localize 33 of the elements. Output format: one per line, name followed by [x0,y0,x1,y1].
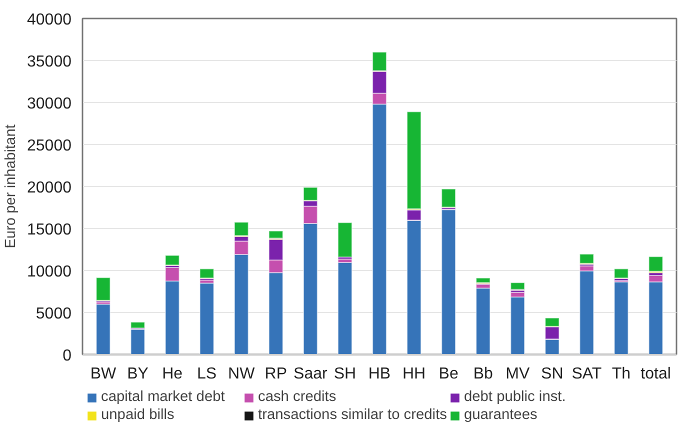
y-tick-label: 10000 [27,264,72,280]
x-tick-label: total [640,366,671,382]
y-tick-label: 0 [62,348,72,364]
x-tick-label: BY [127,366,149,382]
x-tick-label: LS [197,366,217,382]
x-tick-label: Th [612,366,631,382]
x-tick-label: HB [368,366,391,382]
y-tick-label: 20000 [27,180,72,196]
x-tick-label: RP [264,366,288,382]
x-tick-label: MV [506,366,530,382]
legend-label: unpaid bills [101,407,176,423]
y-tick-label: 40000 [27,12,72,28]
legend-label: transactions similar to credits [258,407,447,423]
y-tick-label: 15000 [27,222,72,238]
legend-label: debt public inst. [464,389,567,405]
x-tick-label: BW [90,366,118,382]
x-tick-label: SN [541,366,564,382]
legend-label: cash credits [258,389,338,405]
y-axis-title: Euro per inhabitant [3,124,20,248]
legend-label: guarantees [464,407,538,423]
x-tick-label: Saar [294,366,328,382]
y-tick-label: 25000 [27,138,72,154]
x-tick-label: SAT [572,366,602,382]
x-tick-label: Be [438,366,458,382]
x-tick-label: HH [402,366,426,382]
x-tick-label: Bb [473,366,493,382]
y-tick-label: 5000 [36,306,72,322]
y-tick-label: 30000 [27,96,72,112]
legend-label: capital market debt [101,389,226,405]
x-tick-label: SH [334,366,356,382]
x-tick-label: He [162,366,183,382]
y-tick-label: 35000 [27,54,72,70]
x-tick-label: NW [228,366,256,382]
